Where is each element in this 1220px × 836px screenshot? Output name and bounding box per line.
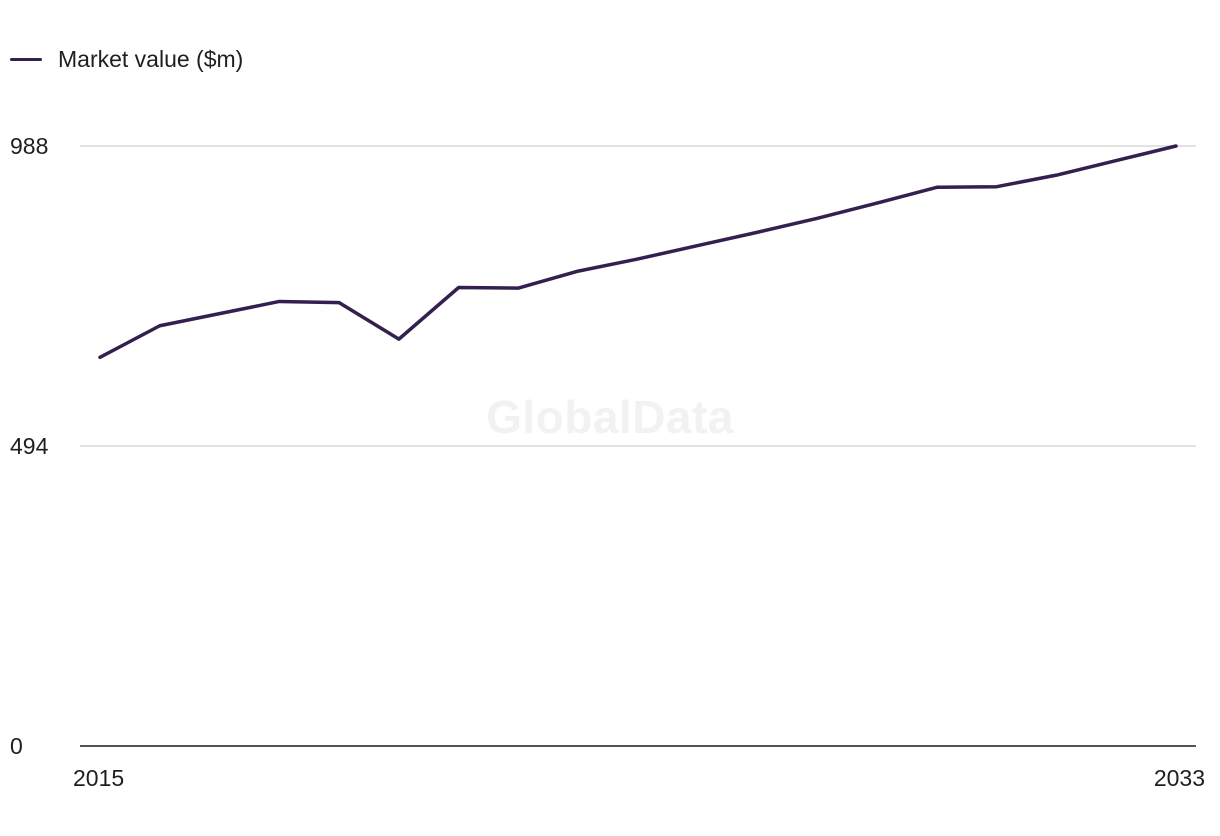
y-tick-label-988: 988: [10, 133, 48, 159]
y-tick-label-0: 0: [10, 733, 23, 759]
x-tick-label-first: 2015: [73, 765, 124, 791]
y-tick-label-494: 494: [10, 433, 49, 459]
x-tick-label-last: 2033: [1154, 765, 1205, 791]
watermark: GlobalData: [486, 391, 734, 443]
legend-label: Market value ($m): [58, 46, 244, 72]
legend: Market value ($m): [10, 46, 243, 73]
legend-swatch: [10, 58, 42, 61]
series: [98, 144, 1178, 360]
grid-lines: [80, 145, 1196, 447]
series-line-0: [98, 144, 1178, 360]
tick-labels: 0 494 988 2015 2033: [10, 133, 1205, 791]
